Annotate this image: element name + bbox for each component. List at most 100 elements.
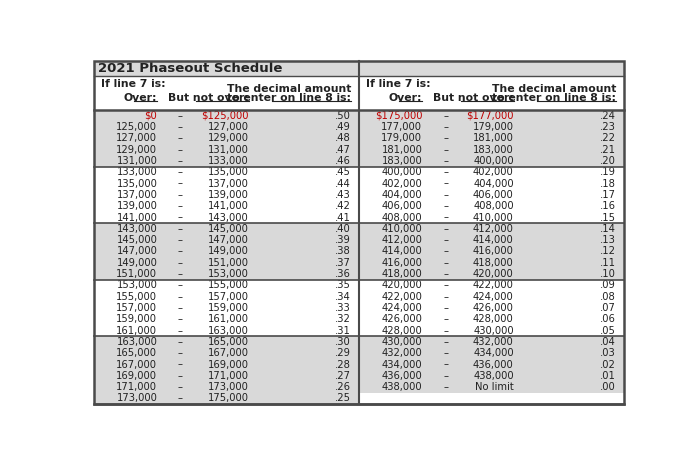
Text: 141,000: 141,000 (116, 212, 158, 222)
Text: .45: .45 (335, 167, 351, 177)
Text: .35: .35 (335, 280, 351, 290)
Text: 147,000: 147,000 (116, 247, 158, 256)
Text: .20: .20 (600, 156, 616, 166)
Text: .17: .17 (600, 190, 616, 200)
Text: –: – (443, 145, 448, 154)
Text: –: – (443, 156, 448, 166)
Text: 402,000: 402,000 (473, 167, 514, 177)
Text: 404,000: 404,000 (382, 190, 422, 200)
Text: 169,000: 169,000 (116, 371, 158, 381)
Text: If line 7 is:: If line 7 is: (102, 79, 166, 89)
Text: 163,000: 163,000 (116, 337, 158, 347)
Text: –: – (178, 190, 183, 200)
Text: .48: .48 (335, 133, 351, 143)
Text: –: – (178, 122, 183, 132)
Text: .36: .36 (335, 269, 351, 279)
Text: –: – (178, 382, 183, 392)
Text: 127,000: 127,000 (208, 122, 248, 132)
Text: –: – (443, 212, 448, 222)
Text: 137,000: 137,000 (116, 190, 158, 200)
Bar (94, 61, 624, 76)
Bar (94, 280, 358, 336)
Text: –: – (443, 269, 448, 279)
Text: 131,000: 131,000 (116, 156, 158, 166)
Text: 424,000: 424,000 (382, 303, 422, 313)
Text: .10: .10 (600, 269, 616, 279)
Text: 171,000: 171,000 (116, 382, 158, 392)
Text: .40: .40 (335, 224, 351, 234)
Text: .02: .02 (600, 359, 616, 370)
Text: –: – (178, 201, 183, 211)
Text: 149,000: 149,000 (208, 247, 248, 256)
Text: 143,000: 143,000 (208, 212, 248, 222)
Text: 430,000: 430,000 (473, 326, 514, 336)
Text: 139,000: 139,000 (208, 190, 248, 200)
Text: –: – (178, 303, 183, 313)
Text: .24: .24 (600, 111, 616, 121)
Text: 161,000: 161,000 (116, 326, 158, 336)
Text: 125,000: 125,000 (116, 122, 158, 132)
Text: 161,000: 161,000 (208, 314, 248, 324)
Text: to enter on line 8 is:: to enter on line 8 is: (227, 93, 351, 103)
Text: .41: .41 (335, 212, 351, 222)
Text: 135,000: 135,000 (116, 179, 158, 189)
Text: 145,000: 145,000 (208, 224, 248, 234)
Text: .09: .09 (600, 280, 616, 290)
Bar (94, 223, 358, 280)
Text: .00: .00 (601, 382, 616, 392)
Text: 432,000: 432,000 (473, 337, 514, 347)
Text: –: – (443, 167, 448, 177)
Text: .46: .46 (335, 156, 351, 166)
Text: 412,000: 412,000 (382, 235, 422, 245)
Text: 408,000: 408,000 (473, 201, 514, 211)
Text: .44: .44 (335, 179, 351, 189)
Text: –: – (178, 314, 183, 324)
Text: 414,000: 414,000 (473, 235, 514, 245)
Text: .13: .13 (600, 235, 616, 245)
Text: 414,000: 414,000 (382, 247, 422, 256)
Text: 133,000: 133,000 (116, 167, 158, 177)
Text: .43: .43 (335, 190, 351, 200)
Text: –: – (178, 269, 183, 279)
Text: –: – (443, 314, 448, 324)
Text: .50: .50 (335, 111, 351, 121)
Text: 143,000: 143,000 (116, 224, 158, 234)
Text: –: – (443, 303, 448, 313)
Text: –: – (178, 224, 183, 234)
Text: .30: .30 (335, 337, 351, 347)
Text: 418,000: 418,000 (473, 258, 514, 268)
Text: 183,000: 183,000 (382, 156, 422, 166)
Text: 179,000: 179,000 (473, 122, 514, 132)
Text: 155,000: 155,000 (208, 280, 248, 290)
Text: 432,000: 432,000 (382, 348, 422, 358)
Text: –: – (178, 359, 183, 370)
Text: $0: $0 (144, 111, 158, 121)
Text: –: – (178, 156, 183, 166)
Text: .32: .32 (335, 314, 351, 324)
Text: 145,000: 145,000 (116, 235, 158, 245)
Bar (94, 167, 358, 223)
Text: 179,000: 179,000 (382, 133, 422, 143)
Text: 149,000: 149,000 (116, 258, 158, 268)
Text: 137,000: 137,000 (208, 179, 248, 189)
Text: 181,000: 181,000 (473, 133, 514, 143)
Text: .39: .39 (335, 235, 351, 245)
Text: 157,000: 157,000 (116, 303, 158, 313)
Text: 2021 Phaseout Schedule: 2021 Phaseout Schedule (98, 62, 283, 75)
Text: 141,000: 141,000 (208, 201, 248, 211)
Text: .21: .21 (600, 145, 616, 154)
Text: The decimal amount: The decimal amount (491, 83, 616, 94)
Text: 412,000: 412,000 (473, 224, 514, 234)
Text: The decimal amount: The decimal amount (227, 83, 351, 94)
Text: –: – (178, 235, 183, 245)
Text: –: – (443, 382, 448, 392)
Text: 157,000: 157,000 (208, 292, 248, 302)
Text: –: – (178, 179, 183, 189)
Text: 129,000: 129,000 (208, 133, 248, 143)
Text: But not over:: But not over: (433, 93, 514, 103)
Text: 163,000: 163,000 (208, 326, 248, 336)
Text: .18: .18 (600, 179, 616, 189)
Text: 422,000: 422,000 (382, 292, 422, 302)
Text: 151,000: 151,000 (208, 258, 248, 268)
Text: –: – (443, 292, 448, 302)
